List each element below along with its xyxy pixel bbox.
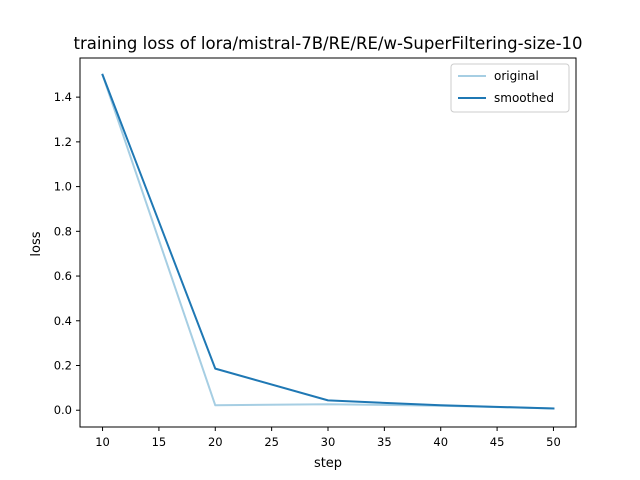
plot-area: 10 15 20 25 30 35 40 45 50 0.0 0.2 0.4 0.6 0.8 1.0 1.2 1…	[54, 57, 577, 449]
x-tick-label: 20	[208, 435, 223, 449]
y-tick-label: 0.0	[54, 403, 72, 417]
y-tick-label: 0.2	[54, 359, 72, 373]
x-tick-label: 25	[264, 435, 279, 449]
x-tick-label: 45	[490, 435, 505, 449]
series-line-smoothed	[101, 73, 555, 410]
x-axis-label: step	[314, 456, 342, 471]
y-axis-label: loss	[29, 231, 44, 256]
chart-title: training loss of lora/mistral-7B/RE/RE/w…	[73, 34, 582, 53]
x-tick-label: 35	[377, 435, 392, 449]
x-tick-label: 30	[321, 435, 336, 449]
x-tick-label: 40	[433, 435, 448, 449]
y-tick-label: 1.2	[54, 135, 72, 149]
legend-label-original: original	[494, 69, 539, 83]
y-tick-label: 1.0	[54, 180, 72, 194]
y-tick-label: 0.8	[54, 224, 72, 238]
y-tick-label: 0.6	[54, 269, 72, 283]
x-tick-label: 10	[95, 435, 110, 449]
y-tick-label: 0.4	[54, 314, 72, 328]
legend-label-smoothed: smoothed	[494, 91, 554, 105]
x-tick-label: 15	[152, 435, 167, 449]
x-tick-label: 50	[546, 435, 561, 449]
y-tick-label: 1.4	[54, 90, 72, 104]
